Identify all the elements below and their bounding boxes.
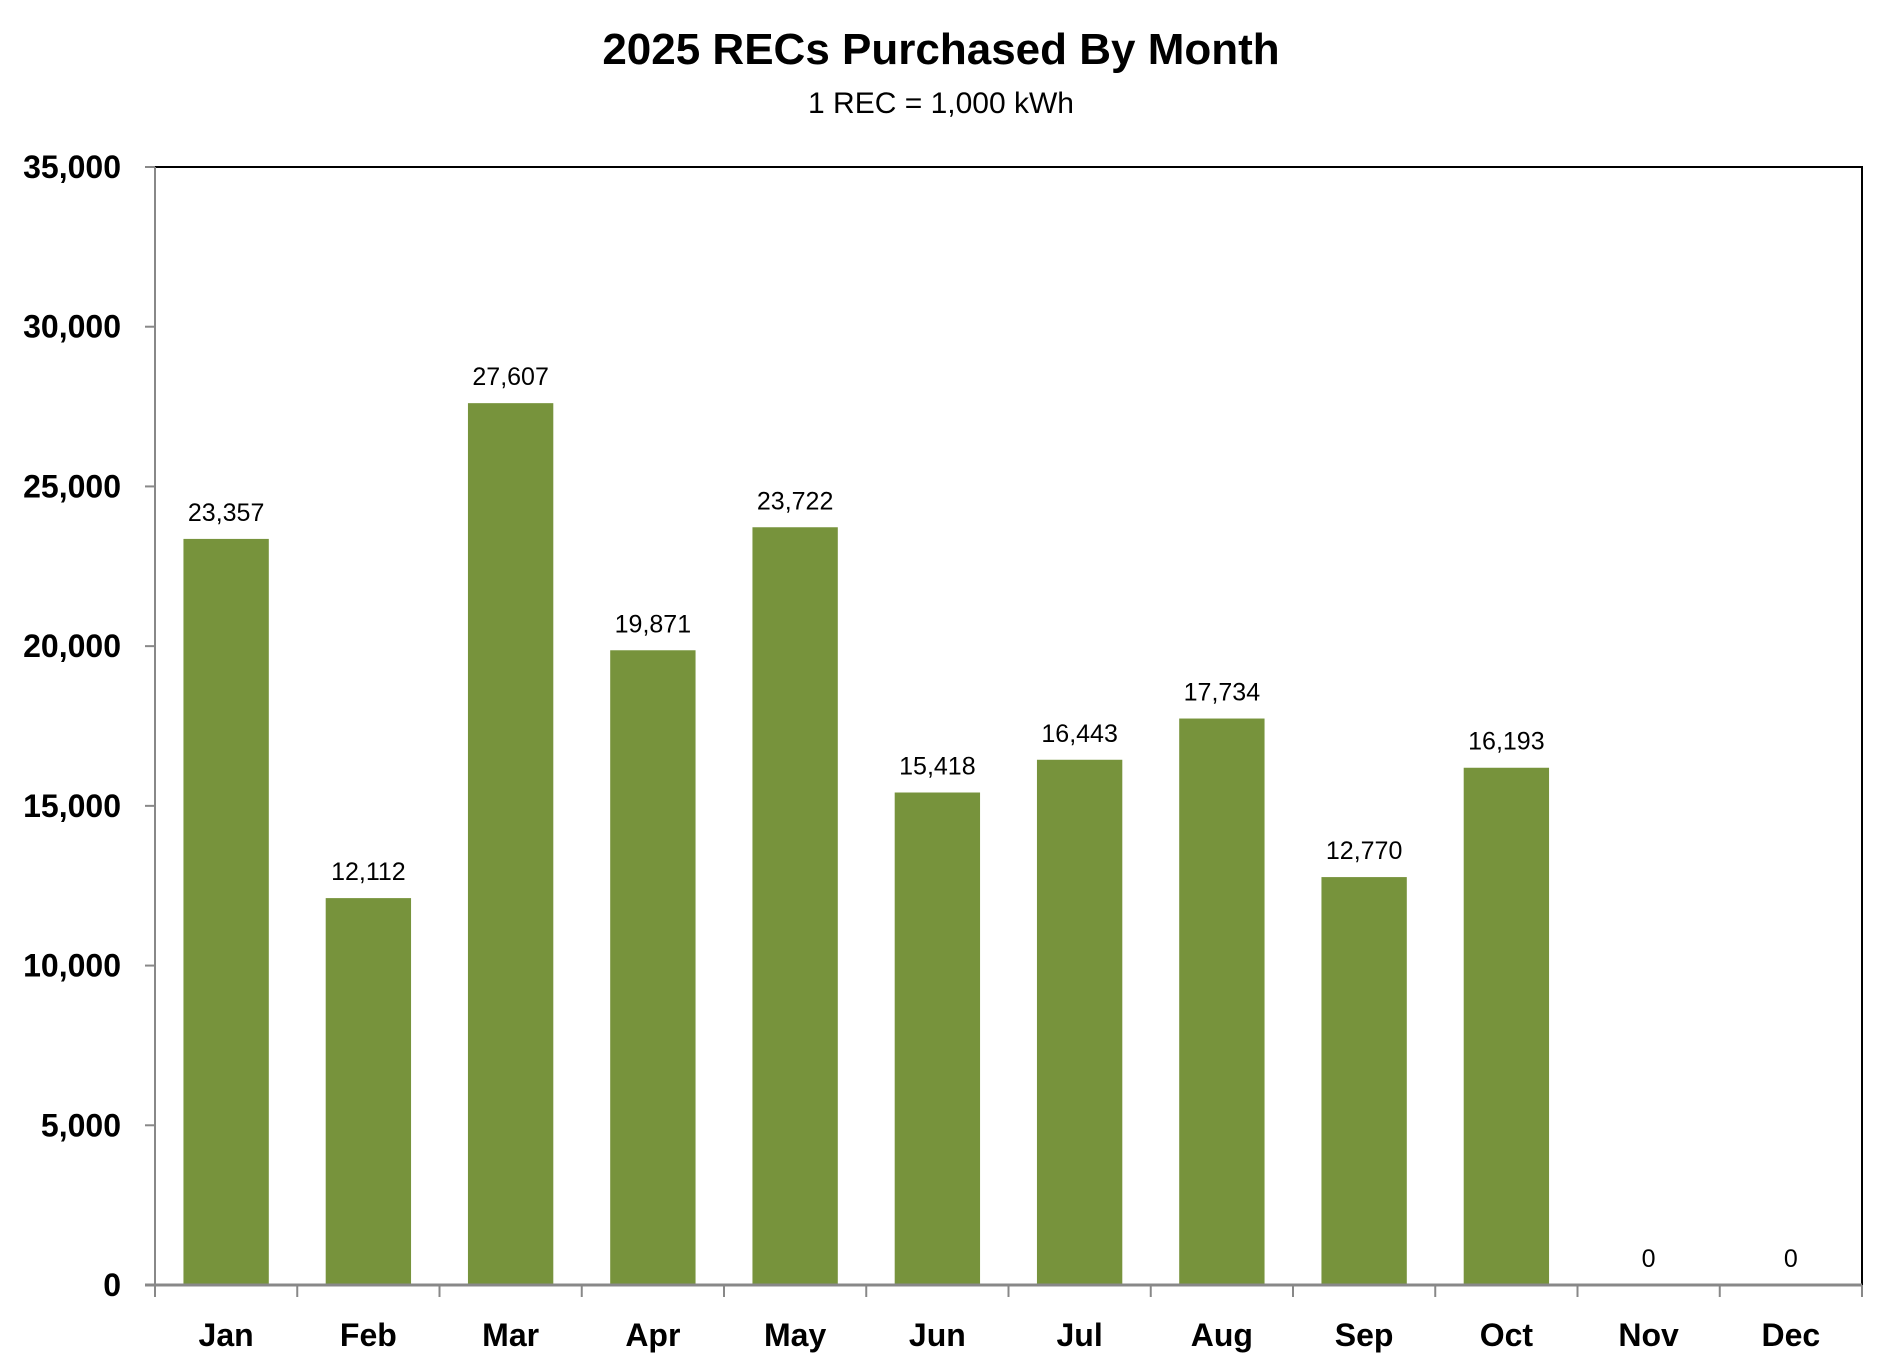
y-tick-label: 15,000 (23, 788, 121, 824)
bar-oct (1463, 767, 1550, 1285)
x-tick-label: Jan (199, 1317, 254, 1353)
bars: 23,357 12,112 27,607 19,871 23,722 15,418 16,4… (183, 363, 1798, 1285)
data-label: 27,607 (472, 363, 548, 391)
y-tick-label: 30,000 (23, 309, 121, 345)
data-label: 19,871 (615, 610, 691, 638)
y-tick-label: 10,000 (23, 948, 121, 984)
x-tick-label: Sep (1335, 1317, 1394, 1353)
data-label: 16,193 (1468, 728, 1544, 756)
y-tick-label: 5,000 (41, 1107, 121, 1143)
bar-may (752, 527, 838, 1285)
chart-title: 2025 RECs Purchased By Month (602, 25, 1279, 74)
data-label: 0 (1642, 1245, 1656, 1273)
x-tick-label: Jun (909, 1317, 966, 1353)
x-tick-label: Feb (340, 1317, 397, 1353)
x-tick-label: Dec (1762, 1317, 1821, 1353)
data-label: 23,722 (757, 487, 833, 515)
y-axis: 0 5,000 10,000 15,000 20,000 25,000 30,000 35,0… (23, 149, 156, 1303)
data-label: 12,112 (331, 858, 406, 886)
y-tick-label: 25,000 (23, 468, 121, 504)
bar-jul (1036, 759, 1123, 1285)
bar-apr (610, 650, 696, 1285)
data-label: 17,734 (1184, 679, 1261, 707)
data-label: 12,770 (1326, 837, 1402, 865)
x-tick-label: Apr (625, 1317, 680, 1353)
bar-jun (894, 792, 981, 1285)
data-label: 15,418 (899, 753, 975, 781)
x-tick-label: Jul (1057, 1317, 1103, 1353)
x-tick-label: Aug (1191, 1317, 1253, 1353)
x-axis: Jan Feb Mar Apr May Jun Jul Aug Sep Oct Nov Dec (145, 1283, 1863, 1353)
x-tick-label: Mar (482, 1317, 539, 1353)
bar-sep (1321, 877, 1407, 1285)
x-tick-label: May (764, 1317, 826, 1353)
x-tick-label: Oct (1480, 1317, 1534, 1353)
y-tick-label: 0 (103, 1267, 121, 1303)
chart-subtitle: 1 REC = 1,000 kWh (808, 87, 1074, 120)
bar-feb (325, 898, 412, 1285)
data-label: 0 (1784, 1245, 1798, 1273)
data-label: 23,357 (188, 499, 264, 527)
x-tick-label: Nov (1618, 1317, 1679, 1353)
y-tick-label: 20,000 (23, 628, 121, 664)
data-label: 16,443 (1041, 720, 1117, 748)
bar-mar (467, 403, 554, 1285)
bar-jan (183, 538, 269, 1285)
y-tick-label: 35,000 (23, 149, 121, 185)
bar-aug (1179, 718, 1265, 1285)
